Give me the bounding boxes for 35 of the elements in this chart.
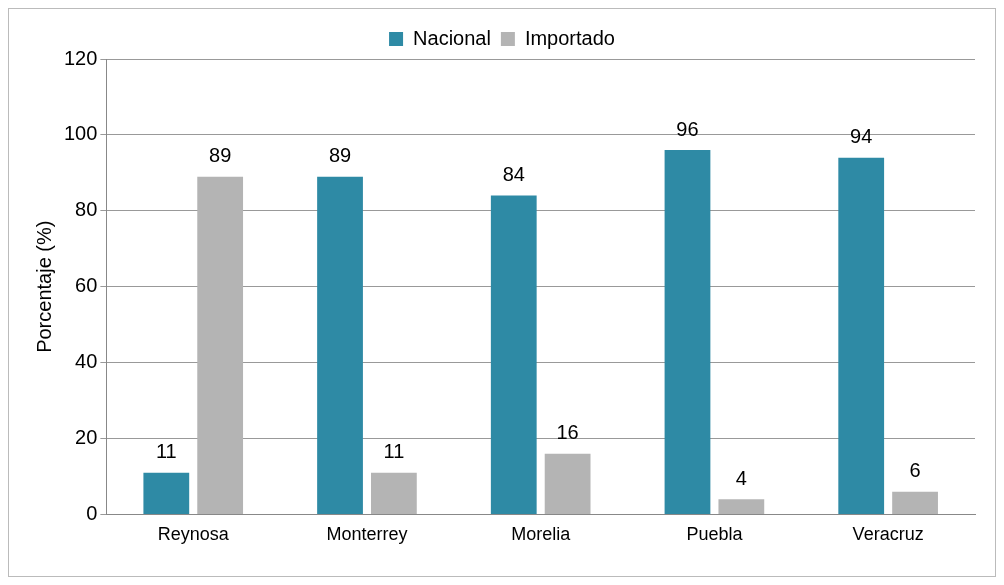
y-tick-label: 20 — [75, 426, 98, 449]
bar — [664, 150, 711, 514]
data-label: 11 — [155, 440, 177, 463]
y-tick-label: 0 — [86, 501, 98, 524]
data-label: 94 — [850, 125, 873, 148]
y-tick-label: 120 — [63, 46, 98, 69]
y-axis-title: Porcentaje (%) — [32, 220, 55, 353]
data-label: 11 — [383, 440, 405, 463]
y-tick-label: 100 — [63, 122, 98, 145]
legend-label: Importado — [524, 26, 615, 49]
x-tick-label: Veracruz — [852, 524, 924, 545]
data-label: 89 — [209, 144, 232, 167]
x-tick-label: Morelia — [511, 524, 572, 545]
data-label: 89 — [328, 144, 352, 167]
y-tick-label: 80 — [75, 198, 98, 221]
bar — [371, 472, 417, 514]
bar — [317, 176, 363, 514]
bar — [197, 176, 244, 514]
bar — [838, 157, 885, 514]
data-label: 84 — [502, 163, 525, 186]
data-label: 96 — [676, 117, 699, 140]
data-label: 4 — [735, 466, 747, 489]
bar — [490, 195, 537, 514]
bar — [143, 472, 190, 514]
data-label: 6 — [909, 459, 921, 482]
x-tick-label: Puebla — [686, 524, 744, 545]
x-tick-label: Reynosa — [157, 524, 230, 545]
bar — [718, 499, 765, 514]
data-label: 16 — [556, 421, 579, 444]
bar — [892, 491, 938, 514]
legend-label: Nacional — [413, 26, 491, 49]
y-tick-label: 60 — [75, 274, 98, 297]
x-tick-label: Monterrey — [326, 524, 408, 545]
bar — [544, 453, 591, 514]
y-tick-label: 40 — [75, 350, 98, 373]
